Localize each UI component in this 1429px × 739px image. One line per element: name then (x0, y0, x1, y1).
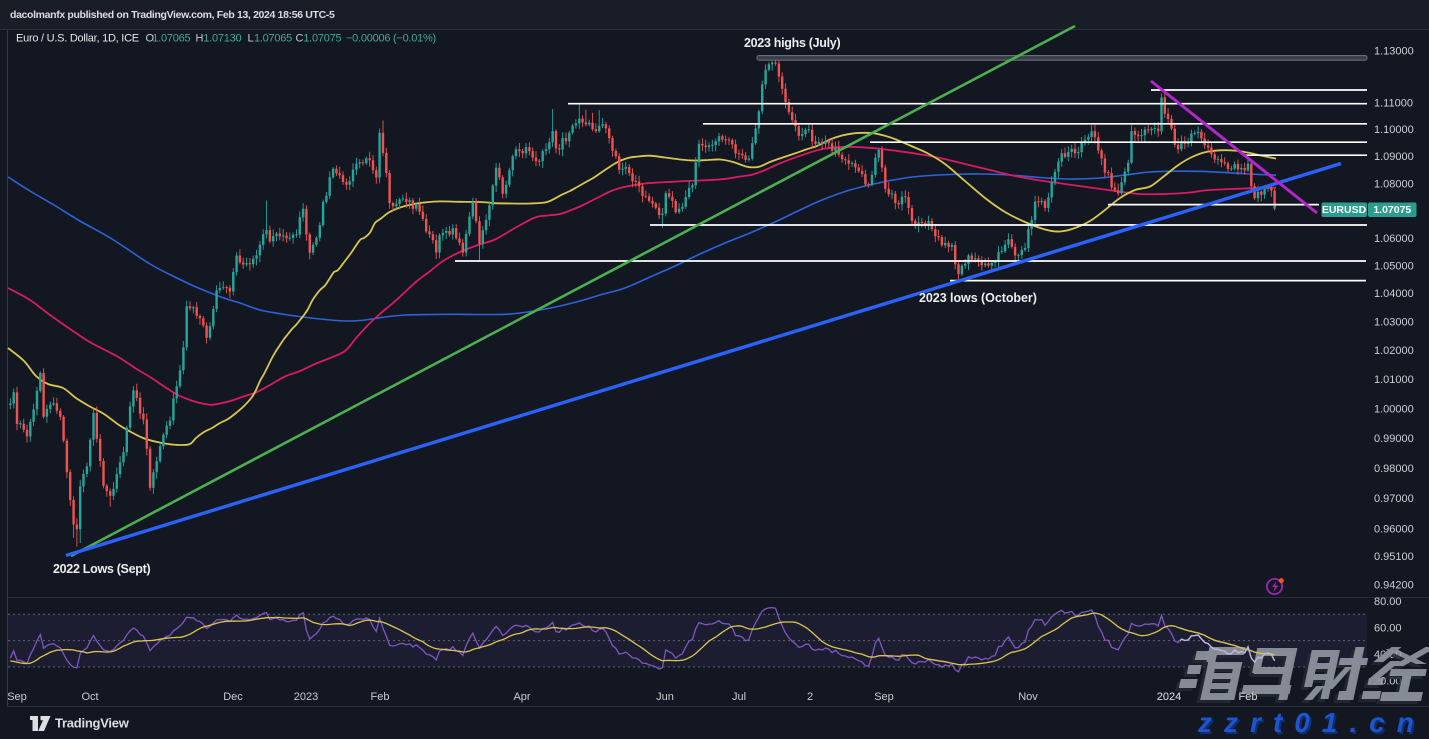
svg-text:L: L (248, 33, 254, 45)
svg-text:1.01000: 1.01000 (1374, 374, 1414, 386)
svg-text:Feb: Feb (1239, 691, 1258, 703)
svg-text:2023 lows (October): 2023 lows (October) (919, 291, 1037, 305)
svg-text:zzrt01.cn: zzrt01.cn (1199, 709, 1428, 739)
svg-text:Nov: Nov (1018, 691, 1038, 703)
svg-text:0.97000: 0.97000 (1374, 493, 1414, 505)
svg-text:Sep: Sep (7, 691, 27, 703)
svg-text:dacolmanfx published on Tradin: dacolmanfx published on TradingView.com,… (10, 9, 335, 21)
svg-text:−0.00006 (−0.01%): −0.00006 (−0.01%) (346, 33, 436, 45)
svg-text:Jun: Jun (656, 691, 674, 703)
svg-text:H: H (196, 33, 204, 45)
svg-text:zzrt01.cn: zzrt01.cn (1197, 707, 1426, 738)
svg-text:2: 2 (807, 691, 813, 703)
svg-text:1.07130: 1.07130 (203, 33, 241, 45)
svg-text:Apr: Apr (513, 691, 530, 703)
svg-text:1.11000: 1.11000 (1374, 98, 1413, 110)
svg-text:2024: 2024 (1157, 691, 1181, 703)
svg-text:2022 Lows (Sept): 2022 Lows (Sept) (53, 562, 150, 576)
svg-text:2023: 2023 (294, 691, 318, 703)
svg-text:1.03000: 1.03000 (1374, 317, 1414, 329)
svg-text:1.08000: 1.08000 (1374, 179, 1414, 191)
svg-text:Oct: Oct (81, 691, 98, 703)
svg-text:1.00000: 1.00000 (1374, 404, 1414, 416)
svg-text:2024: 2024 (1157, 691, 1181, 703)
svg-text:1.07075: 1.07075 (303, 33, 341, 45)
svg-text:1.09000: 1.09000 (1374, 151, 1414, 163)
svg-text:1.06000: 1.06000 (1374, 233, 1414, 245)
svg-text:1.05000: 1.05000 (1374, 261, 1414, 273)
svg-text:Jul: Jul (732, 691, 746, 703)
svg-text:0.98000: 0.98000 (1374, 463, 1414, 475)
svg-text:60.00: 60.00 (1374, 623, 1402, 635)
svg-text:C: C (296, 33, 304, 45)
svg-text:1.02000: 1.02000 (1374, 345, 1414, 357)
svg-text:2023 highs (July): 2023 highs (July) (744, 36, 840, 50)
svg-text:Dec: Dec (223, 691, 243, 703)
svg-text:Euro / U.S. Dollar, 1D, ICE: Euro / U.S. Dollar, 1D, ICE (16, 33, 139, 45)
svg-text:1.13000: 1.13000 (1374, 46, 1414, 58)
svg-text:TradingView: TradingView (55, 716, 130, 731)
svg-text:80.00: 80.00 (1374, 596, 1402, 608)
svg-text:O: O (146, 33, 155, 45)
svg-text:0.96000: 0.96000 (1374, 524, 1414, 536)
svg-text:Sep: Sep (874, 691, 894, 703)
svg-text:0.99000: 0.99000 (1374, 433, 1414, 445)
svg-text:1.10000: 1.10000 (1374, 124, 1414, 136)
svg-text:1.07075: 1.07075 (1373, 204, 1411, 216)
svg-text:0.94200: 0.94200 (1374, 580, 1414, 592)
svg-text:0.95100: 0.95100 (1374, 551, 1414, 563)
svg-text:1.07065: 1.07065 (152, 33, 190, 45)
svg-text:1.07065: 1.07065 (254, 33, 292, 45)
svg-text:Feb: Feb (371, 691, 390, 703)
svg-text:EURUSD: EURUSD (1322, 204, 1367, 216)
svg-text:1.04000: 1.04000 (1374, 288, 1414, 300)
